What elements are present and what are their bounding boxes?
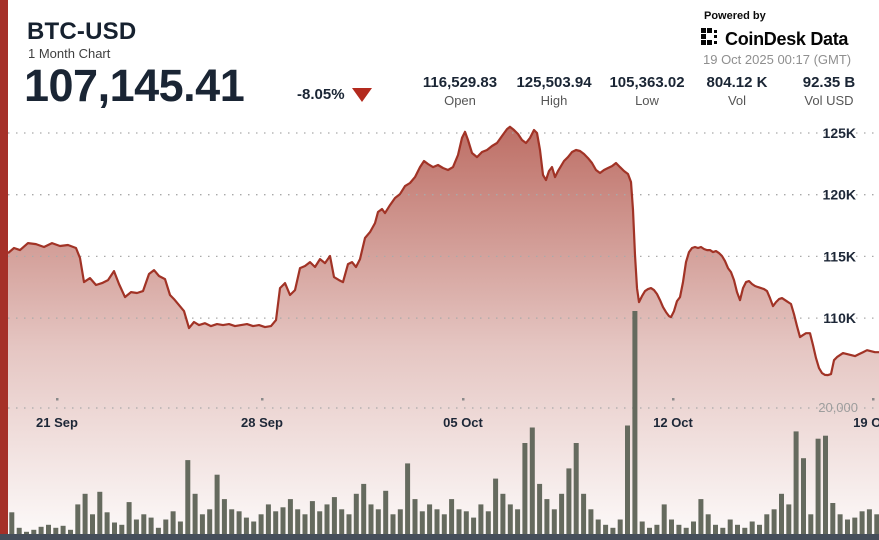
svg-text:05 Oct: 05 Oct <box>443 415 483 430</box>
svg-text:28 Sep: 28 Sep <box>241 415 283 430</box>
stat-value: 125,503.94 <box>516 74 592 91</box>
stats-row: 116,529.83 Open 125,503.94 High 105,363.02 Lo… <box>0 74 879 114</box>
svg-text:19 Oct: 19 Oct <box>853 415 879 430</box>
svg-text:12 Oct: 12 Oct <box>653 415 693 430</box>
left-accent-bar <box>0 0 8 534</box>
volume-bars <box>2 311 879 540</box>
price-change: -8.05% <box>297 86 372 103</box>
svg-text:125K: 125K <box>823 125 856 141</box>
price-axis-labels: 125K 120K 115K 110K <box>823 125 856 326</box>
stat-block: 105,363.02 Low <box>609 74 684 108</box>
stat-value: 804.12 K <box>706 74 768 91</box>
grid-lines <box>0 132 879 409</box>
stat-block: 116,529.83 Open <box>423 74 497 108</box>
stat-label: High <box>540 93 568 108</box>
stat-label: Vol USD <box>804 93 854 108</box>
svg-text:21 Sep: 21 Sep <box>36 415 78 430</box>
period-subtitle: 1 Month Chart <box>28 46 111 61</box>
date-axis-labels: 21 Sep 28 Sep 05 Oct 12 Oct 19 Oct <box>36 398 879 430</box>
stat-value: 116,529.83 <box>422 74 498 91</box>
svg-text:110K: 110K <box>823 310 856 326</box>
down-arrow-icon <box>351 87 372 102</box>
stat-block: 804.12 K Vol <box>707 74 768 108</box>
change-percent: -8.05% <box>297 86 345 103</box>
volume-axis-label: 20,000 <box>818 400 858 415</box>
bottom-strip <box>0 534 879 540</box>
price-area <box>8 126 879 535</box>
stat-label: Open <box>444 93 476 108</box>
stat-block: 92.35 B Vol USD <box>803 74 856 108</box>
stat-value: 92.35 B <box>802 74 856 91</box>
powered-by-label: Powered by <box>704 10 766 22</box>
svg-text:115K: 115K <box>823 248 856 264</box>
timestamp: 19 Oct 2025 00:17 (GMT) <box>703 52 852 67</box>
stat-block: 125,503.94 High <box>516 74 591 108</box>
current-price: 107,145.41 <box>24 60 245 111</box>
stat-label: Vol <box>727 93 747 108</box>
coindesk-mark-icon <box>701 28 719 51</box>
price-line <box>7 125 879 377</box>
coindesk-logo[interactable]: CoinDesk Data <box>701 28 848 51</box>
svg-text:120K: 120K <box>823 187 856 203</box>
coindesk-logo-text: CoinDesk Data <box>725 29 849 49</box>
symbol-title: BTC-USD <box>27 18 137 45</box>
stat-label: Low <box>635 93 659 108</box>
stat-value: 105,363.02 <box>609 74 685 91</box>
